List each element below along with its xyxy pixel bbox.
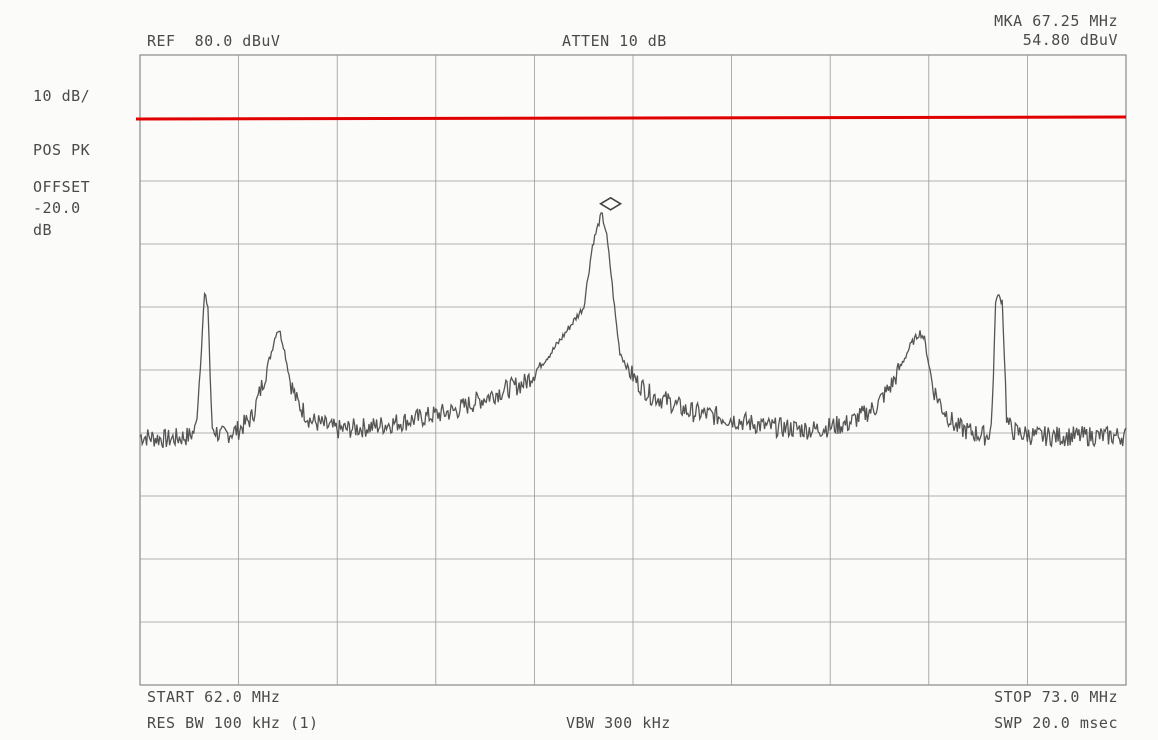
video-bandwidth: VBW 300 kHz — [566, 714, 671, 732]
resolution-bandwidth: RES BW 100 kHz (1) — [147, 714, 319, 732]
limit-line — [135, 115, 1127, 121]
detector-mode: POS PK — [33, 141, 91, 159]
offset-value: -20.0 — [33, 199, 81, 217]
marker-icon — [599, 196, 623, 211]
marker-level: 54.80 dBuV — [1022, 31, 1118, 49]
attenuation: ATTEN 10 dB — [562, 32, 667, 50]
offset-unit: dB — [33, 221, 53, 239]
scale-per-division: 10 dB/ — [33, 87, 91, 105]
sweep-time: SWP 20.0 msec — [994, 714, 1118, 732]
start-frequency: START 62.0 MHz — [147, 688, 281, 706]
reference-level: REF 80.0 dBuV — [147, 32, 281, 50]
offset-label: OFFSET — [33, 178, 91, 196]
stop-frequency: STOP 73.0 MHz — [994, 688, 1118, 706]
marker-frequency: MKA 67.25 MHz — [994, 12, 1118, 30]
trace-line — [139, 211, 1127, 449]
